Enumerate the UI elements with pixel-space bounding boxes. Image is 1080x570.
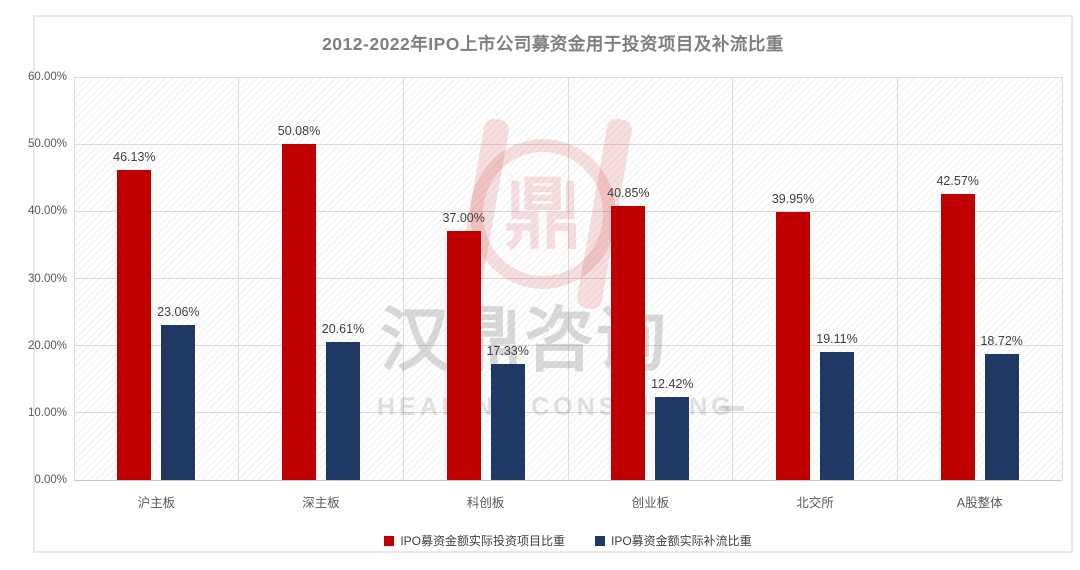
bar-invest	[282, 143, 316, 480]
legend: IPO募资金额实际投资项目比重 IPO募资金额实际补流比重	[74, 532, 1062, 549]
value-label: 46.13%	[113, 150, 156, 165]
gridline-vertical	[896, 77, 898, 480]
y-tick-label: 20.00%	[27, 339, 67, 352]
value-label: 40.85%	[607, 185, 650, 200]
value-label: 50.08%	[277, 123, 321, 138]
bar-invest	[940, 194, 975, 480]
bar-supplement	[490, 363, 525, 480]
legend-item-supplement: IPO募资金额实际补流比重	[595, 532, 752, 549]
bar-invest	[776, 211, 811, 480]
gridline-vertical	[732, 77, 734, 480]
category-axis: 沪主板 深主板 科创板 创业板 北交所 A股整体	[74, 492, 1062, 511]
gridline-vertical	[73, 77, 75, 480]
value-label: 12.42%	[651, 376, 694, 391]
y-tick-label: 60.00%	[27, 71, 67, 83]
category-label: 北交所	[796, 496, 834, 510]
category-column: 39.95% 19.11%	[733, 77, 898, 480]
category-label: 深主板	[302, 496, 340, 510]
category-label: 科创板	[466, 496, 505, 510]
category-column: 50.08% 20.61%	[239, 77, 404, 480]
bar-supplement	[820, 351, 855, 480]
y-tick-label: 40.00%	[27, 205, 67, 218]
value-label: 20.61%	[321, 321, 365, 336]
legend-item-invest: IPO募资金额实际投资项目比重	[384, 532, 565, 549]
value-label: 42.57%	[936, 174, 979, 189]
y-tick-label: 50.00%	[27, 138, 67, 151]
category-label: A股整体	[956, 496, 1003, 510]
bar-supplement	[326, 341, 360, 480]
category-column: 40.85% 12.42%	[568, 77, 733, 480]
plot-area: 鼎 汉鼎咨询 HEADING CONSULTING 46.13%23.06%50…	[28, 71, 1063, 548]
legend-swatch-supplement	[595, 535, 605, 546]
value-label: 19.11%	[816, 331, 858, 346]
gridline-vertical	[402, 77, 404, 480]
gridline-vertical	[238, 77, 240, 480]
gridline-vertical	[1061, 77, 1063, 480]
bar-supplement	[984, 354, 1019, 480]
gridline-vertical	[567, 77, 569, 480]
legend-label-supplement: IPO募资金额实际补流比重	[611, 534, 752, 548]
category-column: 46.13% 23.06%	[74, 77, 239, 480]
gridline-horizontal	[74, 479, 1062, 481]
category-label: 沪主板	[137, 496, 176, 510]
bar-supplement	[655, 396, 690, 480]
chart-card: 2012-2022年IPO上市公司募资金用于投资项目及补流比重 鼎 汉鼎咨询 H…	[28, 15, 1073, 553]
value-label: 23.06%	[157, 305, 200, 320]
value-label: 39.95%	[771, 191, 815, 206]
legend-swatch-invest	[384, 535, 395, 546]
y-tick-label: 30.00%	[27, 272, 67, 285]
category-column: 42.57% 18.72%	[897, 77, 1062, 480]
bar-invest	[611, 205, 646, 480]
y-tick-label: 0.00%	[34, 474, 67, 486]
bar-invest	[446, 231, 481, 480]
bar-columns: 46.13% 23.06% 50.08% 20.61% 37.00% 17.33% 40.8…	[74, 77, 1062, 480]
bar-invest	[117, 170, 152, 480]
y-tick-label: 10.00%	[27, 406, 67, 419]
value-label: 17.33%	[486, 343, 529, 358]
category-column: 37.00% 17.33%	[403, 77, 568, 480]
legend-label-invest: IPO募资金额实际投资项目比重	[400, 534, 565, 548]
chart-title: 2012-2022年IPO上市公司募资金用于投资项目及补流比重	[322, 34, 784, 54]
value-label: 37.00%	[442, 211, 485, 226]
bar-supplement	[161, 325, 196, 480]
value-label: 18.72%	[980, 334, 1023, 349]
category-label: 创业板	[631, 496, 670, 510]
